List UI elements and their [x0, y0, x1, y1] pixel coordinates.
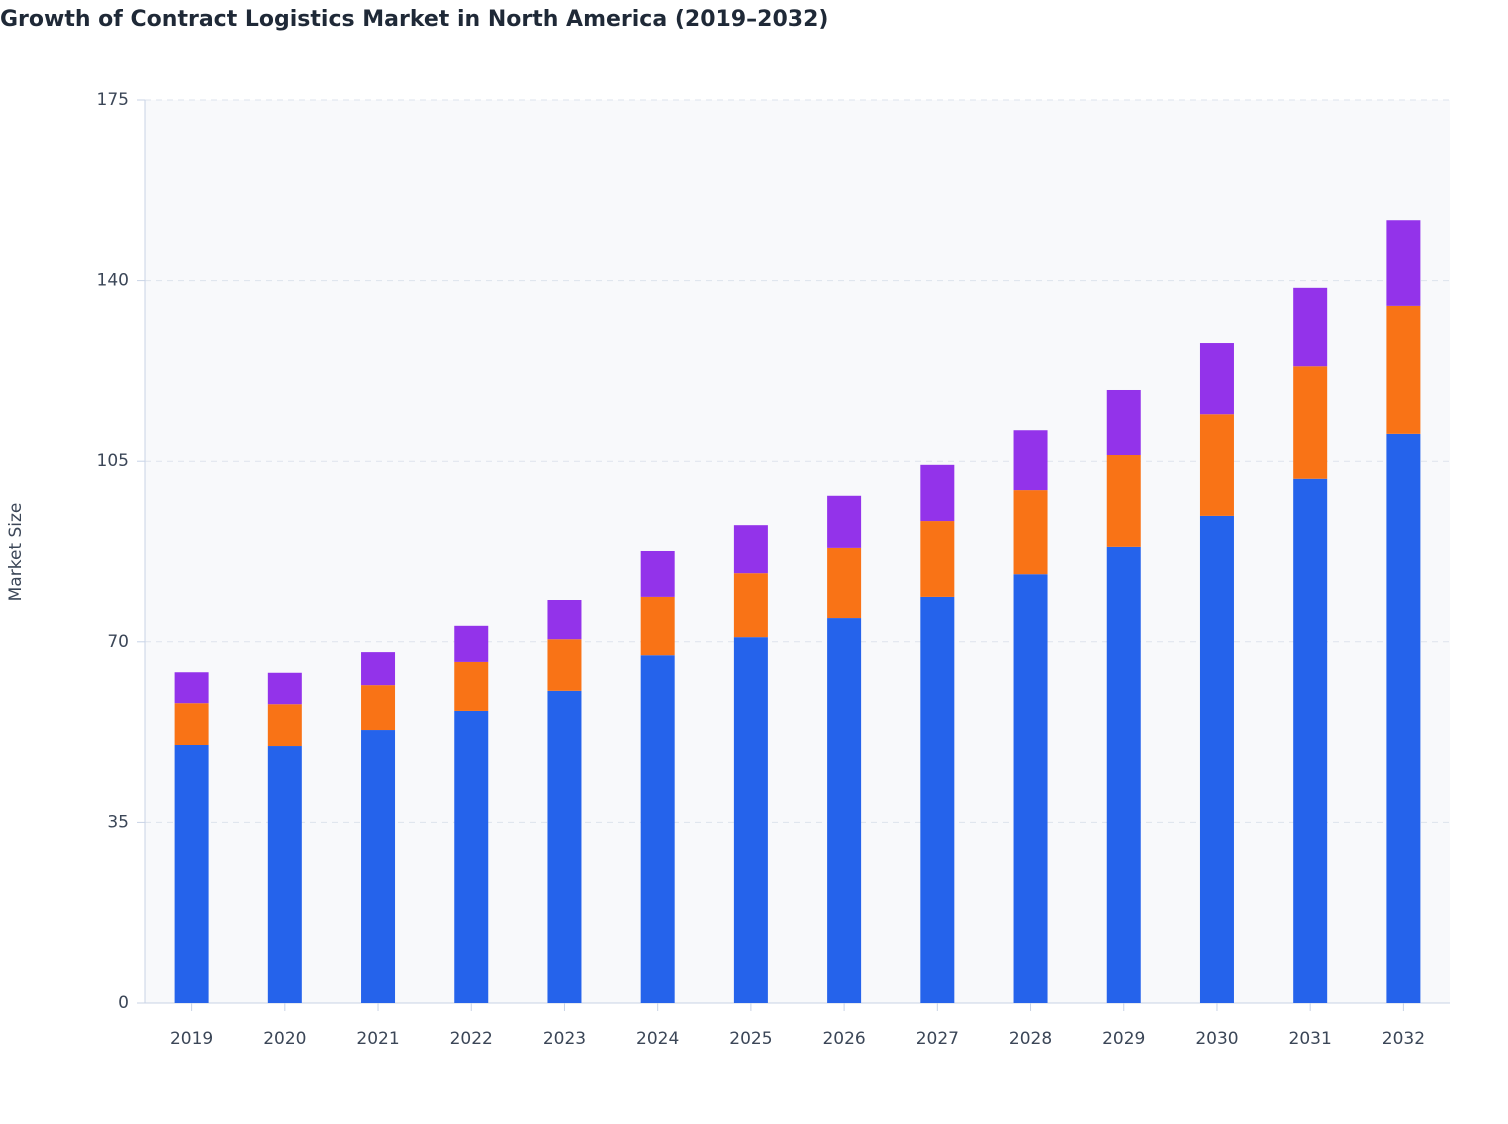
bar-segment — [827, 547, 862, 619]
bar-segment — [827, 618, 862, 1003]
bar-segment — [1013, 490, 1048, 575]
bar-segment — [267, 704, 302, 747]
bar-segment — [1013, 430, 1048, 491]
bar-segment — [174, 745, 209, 1003]
bar-segment — [174, 703, 209, 745]
y-tick-label: 35 — [107, 812, 129, 832]
x-tick-label: 2019 — [170, 1029, 213, 1049]
bar-segment — [920, 596, 955, 1003]
x-tick-label: 2020 — [263, 1029, 306, 1049]
x-tick-label: 2032 — [1382, 1029, 1425, 1049]
bar-segment — [1106, 546, 1141, 1003]
y-tick-label: 70 — [107, 632, 129, 652]
bar-segment — [1199, 343, 1234, 415]
bar-segment — [361, 652, 396, 686]
x-tick-label: 2021 — [356, 1029, 399, 1049]
bar-segment — [733, 637, 768, 1003]
bar-segment — [1293, 478, 1328, 1003]
bar-segment — [1013, 574, 1048, 1003]
bar-segment — [640, 655, 675, 1003]
bar-segment — [827, 495, 862, 548]
x-tick-label: 2028 — [1009, 1029, 1052, 1049]
plot-area — [145, 100, 1450, 1003]
x-tick-label: 2025 — [729, 1029, 772, 1049]
bar-segment — [267, 672, 302, 705]
bar-segment — [454, 625, 489, 662]
bar-segment — [361, 730, 396, 1003]
bar-segment — [454, 710, 489, 1003]
bar-segment — [1106, 455, 1141, 547]
x-tick-label: 2022 — [450, 1029, 493, 1049]
bar-segment — [1293, 366, 1328, 479]
bar-segment — [1199, 414, 1234, 516]
bar-segment — [733, 573, 768, 638]
bar-segment — [640, 550, 675, 597]
bar-segment — [1106, 389, 1141, 456]
y-tick-label: 0 — [118, 993, 129, 1013]
x-tick-label: 2024 — [636, 1029, 679, 1049]
bar-segment — [1386, 433, 1421, 1003]
x-tick-label: 2029 — [1102, 1029, 1145, 1049]
y-tick-label: 175 — [97, 90, 129, 110]
bar-segment — [547, 600, 582, 640]
bar-segment — [174, 672, 209, 704]
y-axis-label: Market Size — [6, 503, 26, 602]
x-tick-label: 2027 — [916, 1029, 959, 1049]
bar-segment — [547, 690, 582, 1003]
y-tick-label: 140 — [97, 271, 129, 291]
x-tick-label: 2030 — [1195, 1029, 1238, 1049]
chart-title: Growth of Contract Logistics Market in N… — [0, 7, 828, 32]
bar-segment — [1386, 305, 1421, 434]
x-tick-label: 2026 — [822, 1029, 865, 1049]
x-tick-label: 2023 — [543, 1029, 586, 1049]
bar-segment — [733, 525, 768, 574]
bar-segment — [1293, 287, 1328, 367]
bar-segment — [1386, 220, 1421, 306]
y-tick-label: 105 — [97, 451, 129, 471]
bar-segment — [267, 746, 302, 1003]
bar-segment — [920, 521, 955, 597]
bar-segment — [547, 639, 582, 691]
x-tick-label: 2031 — [1289, 1029, 1332, 1049]
bar-segment — [361, 685, 396, 731]
bar-segment — [454, 661, 489, 711]
bar-segment — [920, 464, 955, 522]
bar-segment — [640, 596, 675, 656]
bar-segment — [1199, 515, 1234, 1003]
